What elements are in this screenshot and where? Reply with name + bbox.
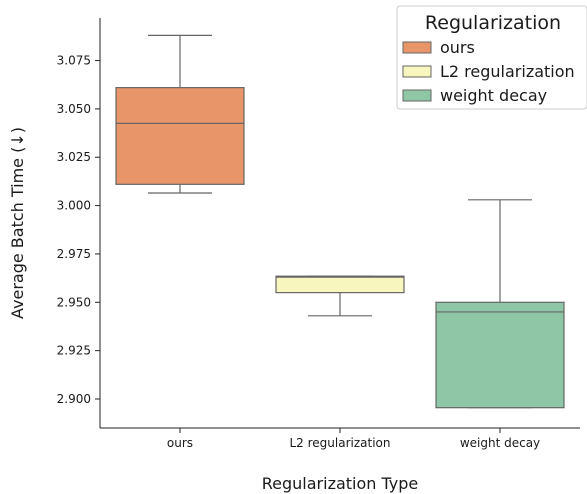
box-body — [115, 87, 245, 185]
y-tick-label: 3.050 — [57, 102, 91, 116]
y-tick-label: 2.950 — [57, 295, 91, 309]
x-ticks: ours L2 regularization weight decay — [167, 428, 540, 450]
box-body — [275, 275, 405, 294]
y-tick-label: 2.900 — [57, 392, 91, 406]
y-tick-label: 2.925 — [57, 344, 91, 358]
legend-label: ours — [440, 38, 475, 57]
y-ticks: 2.900 2.925 2.950 2.975 3.000 3.025 3.050 3.075 — [57, 54, 100, 406]
legend-title: Regularization — [425, 12, 561, 34]
x-axis-title: Regularization Type — [262, 474, 419, 493]
y-tick-label: 3.000 — [57, 199, 91, 213]
y-tick-label: 3.025 — [57, 150, 91, 164]
box-1 — [115, 34, 245, 194]
legend-swatch — [402, 41, 432, 54]
legend-label: weight decay — [440, 86, 547, 105]
x-tick-label: ours — [167, 436, 193, 450]
box-2 — [275, 275, 405, 317]
y-axis-title: Average Batch Time (↓) — [8, 127, 27, 319]
y-tick-label: 2.975 — [57, 247, 91, 261]
box-3 — [435, 199, 565, 409]
x-tick-label: L2 regularization — [289, 436, 390, 450]
x-tick-label: weight decay — [460, 436, 540, 450]
legend-entries: ours L2 regularization weight decay — [402, 38, 575, 105]
boxes — [115, 34, 565, 409]
legend-swatch — [402, 65, 432, 78]
legend-swatch — [402, 89, 432, 102]
legend: Regularization ours L2 regularization weig… — [396, 5, 587, 110]
box-body — [435, 301, 565, 409]
legend-label: L2 regularization — [440, 62, 575, 81]
legend-frame — [396, 5, 587, 110]
y-tick-label: 3.075 — [57, 54, 91, 68]
